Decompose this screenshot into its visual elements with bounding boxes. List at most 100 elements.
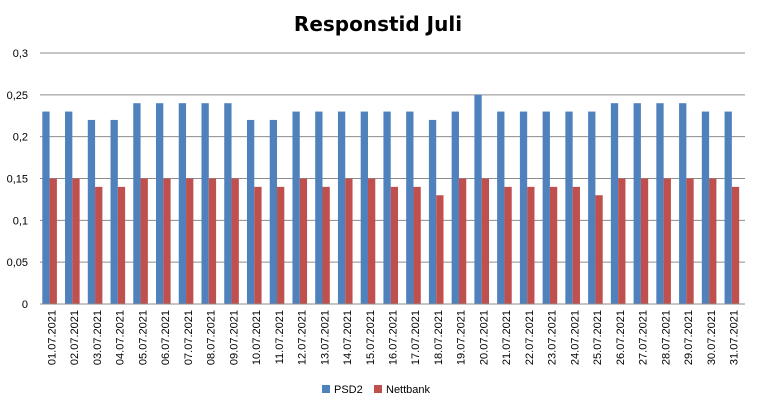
x-tick-label: 10.07.2021 xyxy=(251,310,263,365)
bar-psd2 xyxy=(156,103,164,304)
bar-nettbank xyxy=(345,178,353,304)
x-tick-label: 26.07.2021 xyxy=(615,310,627,365)
bar-nettbank xyxy=(572,186,580,304)
x-tick-label: 12.07.2021 xyxy=(297,310,309,365)
bar-nettbank xyxy=(618,178,626,304)
bar-psd2 xyxy=(565,111,573,304)
x-tick-label: 21.07.2021 xyxy=(501,310,513,365)
x-tick-label: 28.07.2021 xyxy=(660,310,672,365)
bar-psd2 xyxy=(383,111,391,304)
bar-psd2 xyxy=(633,103,641,304)
bar-psd2 xyxy=(178,103,187,304)
bar-psd2 xyxy=(724,111,732,304)
bar-nettbank xyxy=(709,178,717,304)
x-tick-label: 24.07.2021 xyxy=(569,310,581,365)
bar-psd2 xyxy=(406,111,414,304)
y-tick-label: 0 xyxy=(22,299,28,311)
x-tick-label: 29.07.2021 xyxy=(683,310,695,365)
x-tick-label: 22.07.2021 xyxy=(524,310,536,365)
bar-psd2 xyxy=(360,111,368,304)
legend-swatch-nettbank xyxy=(374,385,382,393)
x-tick-label: 06.07.2021 xyxy=(160,310,172,365)
x-tick-label: 01.07.2021 xyxy=(46,310,58,365)
bar-nettbank xyxy=(504,186,512,304)
bar-nettbank xyxy=(481,178,489,304)
bar-psd2 xyxy=(656,103,664,304)
x-tick-label: 27.07.2021 xyxy=(638,310,650,365)
bar-nettbank xyxy=(549,186,558,304)
x-tick-label: 02.07.2021 xyxy=(69,310,81,365)
y-tick-label: 0,1 xyxy=(13,215,28,227)
x-tick-label: 20.07.2021 xyxy=(478,310,490,365)
bar-nettbank xyxy=(686,178,694,304)
bar-psd2 xyxy=(474,94,482,304)
bar-nettbank xyxy=(413,186,421,304)
x-tick-label: 19.07.2021 xyxy=(456,310,468,365)
bar-nettbank xyxy=(458,178,467,304)
y-tick-label: 0,3 xyxy=(13,48,28,60)
legend-label-psd2: PSD2 xyxy=(334,384,363,396)
x-tick-label: 31.07.2021 xyxy=(729,310,741,365)
x-axis-ticks: 01.07.2021 02.07.2021 03.07.2021 04.07.2021… xyxy=(46,310,740,365)
bar-psd2 xyxy=(201,103,209,304)
bar-psd2 xyxy=(519,111,528,304)
y-tick-label: 0,2 xyxy=(13,132,28,144)
bar-psd2 xyxy=(42,111,50,304)
bar-nettbank xyxy=(436,195,444,304)
x-tick-label: 07.07.2021 xyxy=(183,310,195,365)
legend: PSD2 Nettbank xyxy=(322,384,431,396)
bar-nettbank xyxy=(140,178,148,304)
bar-psd2 xyxy=(542,111,550,304)
bar-nettbank xyxy=(731,186,740,304)
x-tick-label: 03.07.2021 xyxy=(92,310,104,365)
x-tick-label: 14.07.2021 xyxy=(342,310,354,365)
x-tick-label: 25.07.2021 xyxy=(592,310,604,365)
bar-psd2 xyxy=(224,103,232,304)
bar-nettbank xyxy=(640,178,649,304)
bar-psd2 xyxy=(337,111,346,304)
legend-swatch-psd2 xyxy=(322,385,330,393)
bar-psd2 xyxy=(315,111,323,304)
x-tick-label: 17.07.2021 xyxy=(410,310,422,365)
bar-psd2 xyxy=(246,119,255,304)
bar-nettbank xyxy=(277,186,285,304)
bar-psd2 xyxy=(269,119,278,304)
y-tick-label: 0,05 xyxy=(7,257,28,269)
bar-psd2 xyxy=(133,103,141,304)
bar-psd2 xyxy=(87,119,96,304)
bar-nettbank xyxy=(163,178,171,304)
legend-label-nettbank: Nettbank xyxy=(386,384,431,396)
bar-nettbank xyxy=(367,178,376,304)
bar-psd2 xyxy=(65,111,73,304)
chart-title: Responstid Juli xyxy=(294,12,462,36)
bar-psd2 xyxy=(701,111,710,304)
bar-nettbank xyxy=(208,178,217,304)
x-tick-label: 23.07.2021 xyxy=(547,310,559,365)
bar-psd2 xyxy=(292,111,300,304)
x-tick-label: 11.07.2021 xyxy=(274,310,286,364)
bar-nettbank xyxy=(117,186,126,304)
bar-nettbank xyxy=(49,178,57,304)
bar-nettbank xyxy=(299,178,308,304)
bar-nettbank xyxy=(231,178,239,304)
bar-psd2 xyxy=(428,119,437,304)
x-tick-label: 15.07.2021 xyxy=(365,310,377,365)
bar-nettbank xyxy=(322,186,330,304)
bar-psd2 xyxy=(679,103,687,304)
bar-psd2 xyxy=(610,103,619,304)
bar-nettbank xyxy=(595,195,603,304)
bar-nettbank xyxy=(390,186,399,304)
x-tick-label: 05.07.2021 xyxy=(137,310,149,365)
x-tick-label: 04.07.2021 xyxy=(115,310,127,365)
bar-nettbank xyxy=(72,178,80,304)
y-axis-ticks: 0 0,05 0,1 0,15 0,2 0,25 0,3 xyxy=(7,48,28,311)
bar-nettbank xyxy=(663,178,671,304)
bar-nettbank xyxy=(186,178,194,304)
bar-psd2 xyxy=(497,111,505,304)
bar-psd2 xyxy=(451,111,459,304)
x-tick-label: 18.07.2021 xyxy=(433,310,445,365)
bars xyxy=(42,94,740,304)
x-tick-label: 30.07.2021 xyxy=(706,310,718,365)
